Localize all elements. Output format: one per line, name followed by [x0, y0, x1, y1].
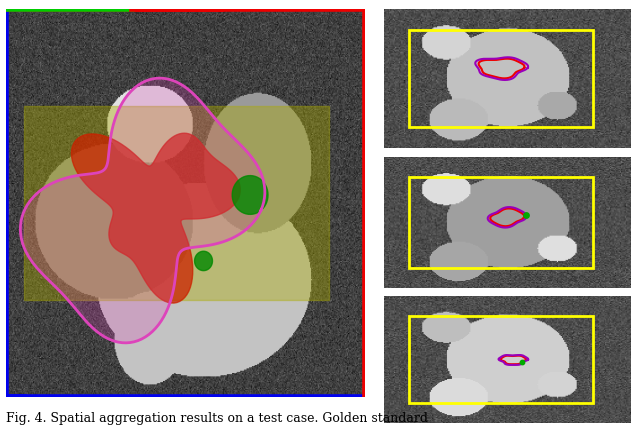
- Polygon shape: [20, 78, 265, 343]
- Polygon shape: [72, 133, 240, 303]
- Bar: [409, 177, 593, 268]
- Polygon shape: [24, 106, 329, 300]
- Polygon shape: [232, 176, 268, 215]
- Text: Fig. 4. Spatial aggregation results on a test case. Golden standard: Fig. 4. Spatial aggregation results on a…: [6, 412, 428, 425]
- Point: [520, 212, 531, 219]
- Bar: [409, 30, 593, 127]
- Point: [517, 358, 527, 365]
- Bar: [409, 316, 593, 403]
- Polygon shape: [195, 251, 212, 271]
